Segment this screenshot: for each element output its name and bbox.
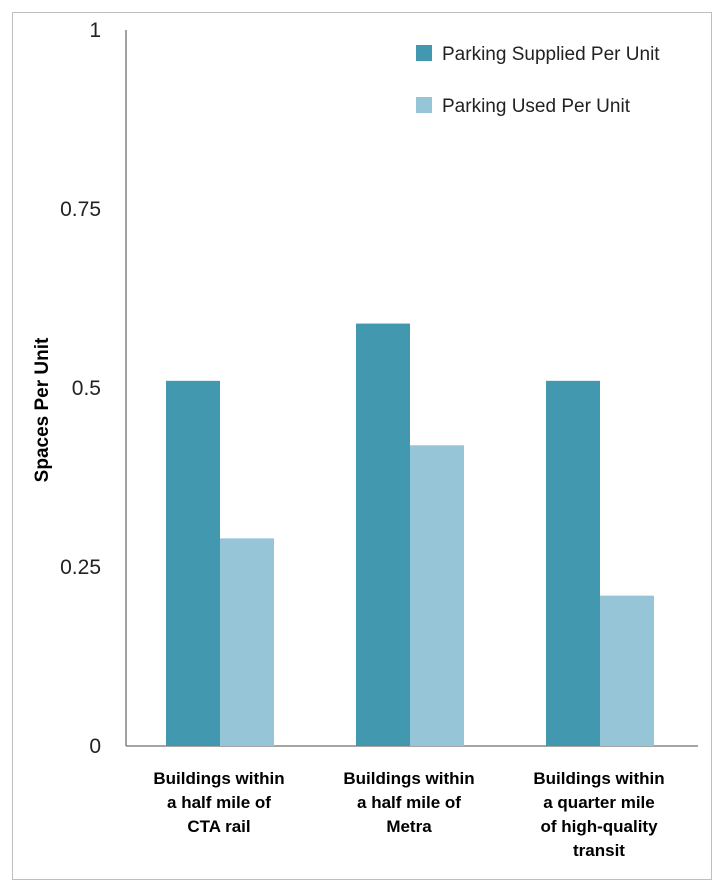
legend-swatch-2 <box>416 97 432 113</box>
category-label: a half mile of <box>357 793 461 812</box>
legend-swatch-1 <box>416 45 432 61</box>
y-tick-label: 0.5 <box>72 377 101 400</box>
bar-supplied-1 <box>166 380 220 746</box>
legend-label-1: Parking Supplied Per Unit <box>442 44 660 65</box>
category-label: Metra <box>386 817 432 836</box>
bar-used-2 <box>410 445 464 746</box>
y-tick-label: 1 <box>89 19 101 42</box>
y-tick-label: 0.25 <box>60 556 101 579</box>
category-label: Buildings within <box>533 769 664 788</box>
bar-supplied-2 <box>356 323 410 746</box>
category-label: Buildings within <box>343 769 474 788</box>
bar-used-3 <box>600 595 654 746</box>
bar-used-1 <box>220 538 274 746</box>
category-label: transit <box>573 841 625 860</box>
legend-label-2: Parking Used Per Unit <box>442 96 631 117</box>
category-label: of high-quality <box>540 817 658 836</box>
category-label: a quarter mile <box>543 793 655 812</box>
y-axis-title: Spaces Per Unit <box>32 337 53 482</box>
bar-supplied-3 <box>546 380 600 746</box>
category-label: Buildings within <box>153 769 284 788</box>
category-label: a half mile of <box>167 793 271 812</box>
category-label: CTA rail <box>187 817 250 836</box>
y-tick-label: 0.75 <box>60 198 101 221</box>
y-tick-label: 0 <box>89 735 101 758</box>
